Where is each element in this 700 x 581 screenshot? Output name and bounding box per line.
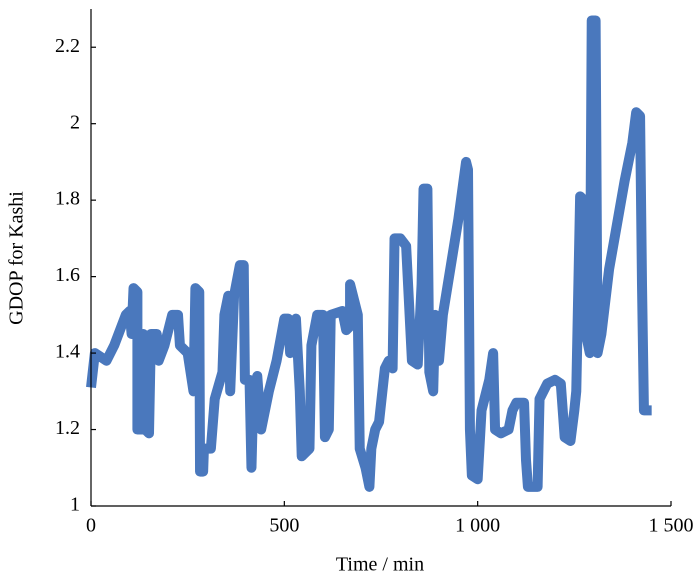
y-axis-label: GDOP for Kashi: [6, 191, 28, 325]
x-tick-label: 0: [86, 515, 96, 537]
y-tick-label: 1.4: [55, 341, 80, 363]
y-tick-label: 1.2: [55, 417, 80, 439]
x-tick-label: 1 000: [455, 515, 500, 537]
x-tick-label: 1 500: [649, 515, 694, 537]
x-axis-label: Time / min: [336, 554, 424, 576]
y-tick-label: 2: [70, 111, 80, 133]
x-tick-label: 500: [269, 515, 299, 537]
y-tick-label: 1.8: [55, 188, 80, 210]
y-tick-label: 1.6: [55, 264, 80, 286]
y-tick-label: 1: [70, 494, 80, 516]
y-tick-label: 2.2: [55, 35, 80, 57]
data-line: [86, 15, 653, 492]
